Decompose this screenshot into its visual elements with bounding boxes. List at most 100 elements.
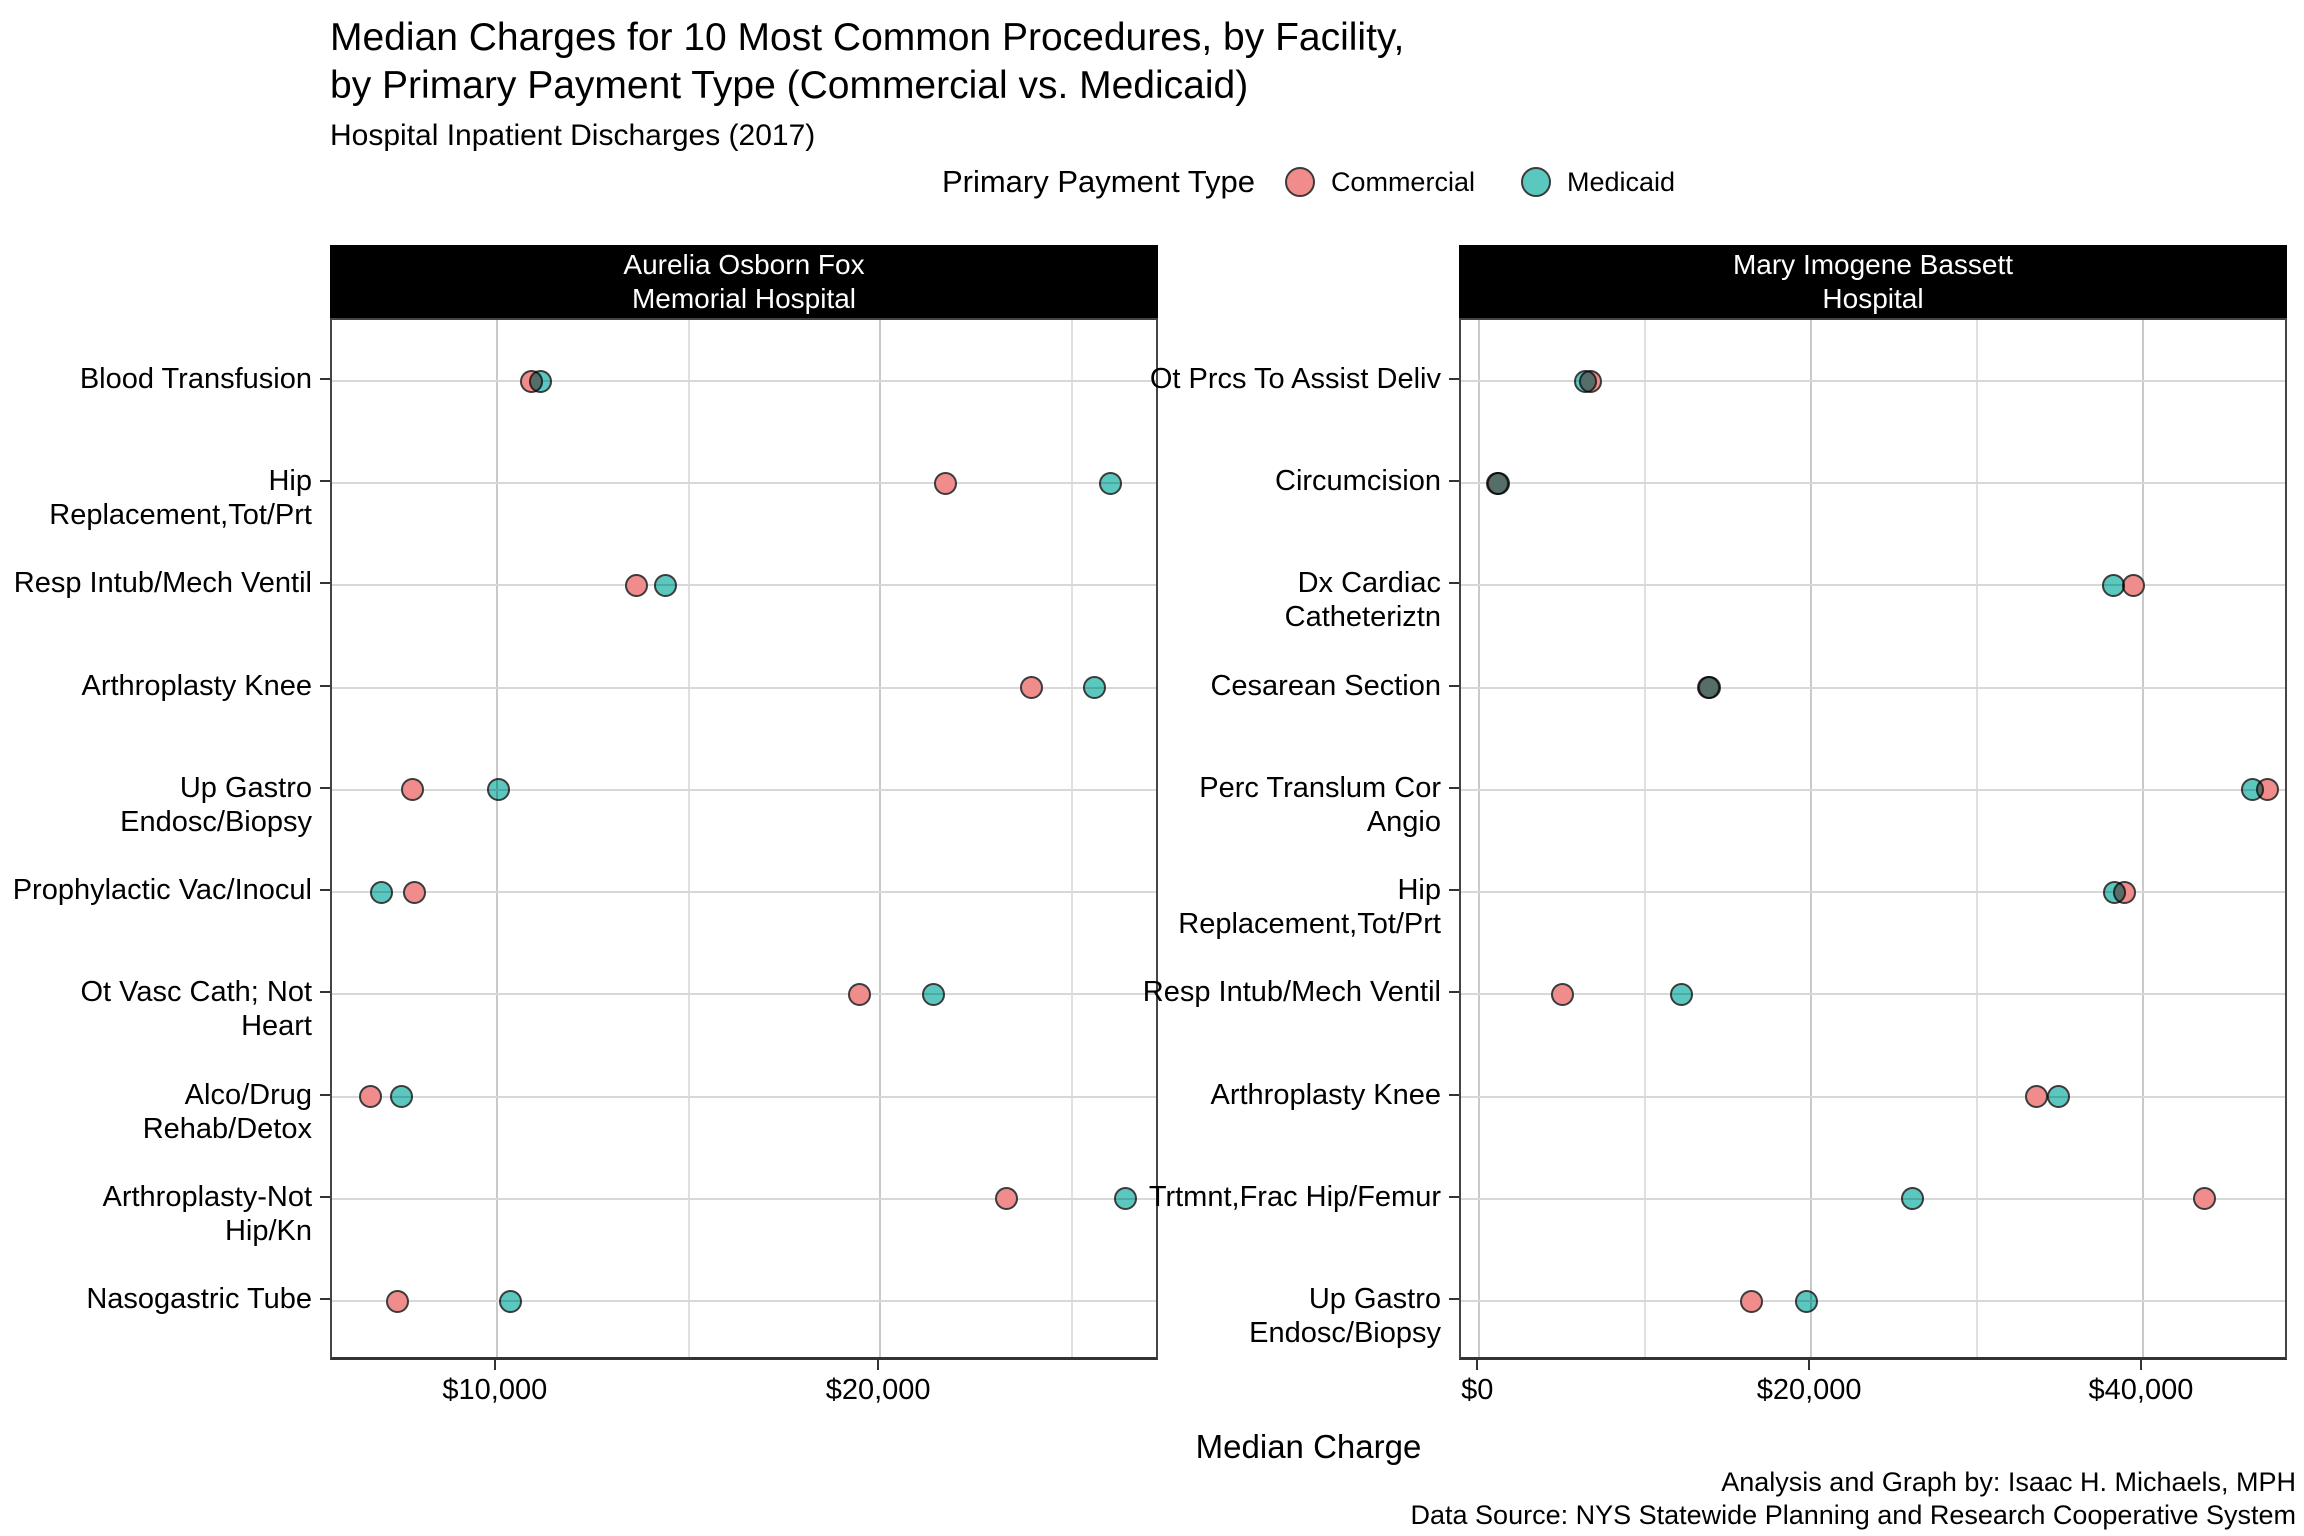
panel-plot <box>330 318 1158 1360</box>
commercial-legend-swatch-icon <box>1284 167 1315 197</box>
gridline-row <box>1461 1197 2285 1200</box>
gridline-x-major <box>1810 320 1813 1357</box>
facet-title-line1: Aurelia Osborn Fox <box>623 248 865 280</box>
legend-item-medicaid: Medicaid <box>1520 167 1675 198</box>
x-axis-tick <box>1808 1360 1811 1370</box>
gridline-row <box>332 584 1156 587</box>
chart-subtitle: Hospital Inpatient Discharges (2017) <box>330 119 816 152</box>
y-axis-tick <box>1449 786 1459 789</box>
y-axis-tick <box>320 991 330 994</box>
gridline-x-major <box>2141 320 2144 1357</box>
gridline-row <box>1461 993 2285 996</box>
y-axis-tick <box>1449 991 1459 994</box>
y-axis-label: Up Gastro Endosc/Biopsy <box>120 771 312 838</box>
gridline-row <box>332 1095 1156 1098</box>
gridline-x-major <box>879 320 882 1357</box>
gridline-x-major <box>1478 320 1481 1357</box>
gridline-row <box>1461 788 2285 791</box>
gridline-row <box>332 1197 1156 1200</box>
legend-items: Commercial Medicaid <box>1284 166 1675 198</box>
caption-line2: Data Source: NYS Statewide Planning and … <box>1410 1500 2296 1530</box>
x-axis-tick-label: $20,000 <box>1756 1374 1862 1406</box>
y-axis-tick <box>1449 1298 1459 1300</box>
y-axis-label: Nasogastric Tube <box>86 1283 312 1315</box>
x-axis-tick <box>877 1360 880 1370</box>
gridline-x-minor <box>1070 320 1073 1357</box>
y-axis-tick <box>1449 889 1459 892</box>
x-axis-tick-label: $20,000 <box>825 1374 931 1406</box>
x-axis-tick-label: $0 <box>1461 1374 1494 1406</box>
y-axis-tick <box>320 480 330 483</box>
dot-medicaid <box>1486 471 1510 495</box>
dot-commercial <box>625 573 649 597</box>
legend-item-commercial: Commercial <box>1284 166 1475 198</box>
y-axis-label: Cesarean Section <box>1210 669 1441 702</box>
y-axis-label: Up Gastro Endosc/Biopsy <box>1249 1283 1441 1349</box>
dot-medicaid <box>1698 676 1722 700</box>
y-axis-label: Arthroplasty Knee <box>1210 1078 1441 1111</box>
dot-medicaid <box>2240 778 2264 802</box>
facet-title-line2: Memorial Hospital <box>631 282 857 314</box>
facet-title-line2: Hospital <box>1822 282 1924 314</box>
y-axis-tick <box>1449 480 1459 483</box>
y-axis-tick <box>320 1195 330 1198</box>
dot-commercial <box>2192 1187 2216 1211</box>
dot-commercial <box>358 1085 382 1109</box>
dot-medicaid <box>1670 982 1694 1006</box>
dot-medicaid <box>370 880 394 904</box>
gridline-row <box>1461 584 2285 587</box>
y-axis-tick <box>320 889 330 892</box>
dot-medicaid <box>922 982 946 1006</box>
y-axis-tick <box>320 1093 330 1096</box>
facet-strip: Aurelia Osborn Fox Memorial Hospital <box>330 245 1158 318</box>
facet-title-line1: Mary Imogene Bassett <box>1732 248 2014 280</box>
y-axis-label: Trtmnt,Frac Hip/Femur <box>1148 1180 1441 1213</box>
y-axis-tick <box>320 378 330 380</box>
chart-title: Median Charges for 10 Most Common Proced… <box>330 14 1404 110</box>
dot-commercial <box>1020 676 1044 700</box>
gridline-row <box>332 788 1156 791</box>
facet-strip: Mary Imogene Bassett Hospital <box>1459 245 2287 318</box>
y-axis-label: Alco/Drug Rehab/Detox <box>142 1078 312 1145</box>
y-axis-tick <box>1449 378 1459 380</box>
dot-medicaid <box>1794 1289 1818 1313</box>
y-axis-tick <box>320 1298 330 1300</box>
legend-item-label: Commercial <box>1330 166 1475 197</box>
dot-medicaid <box>2103 880 2127 904</box>
chart-title-line2: by Primary Payment Type (Commercial vs. … <box>330 64 1249 107</box>
y-axis-label: Circumcision <box>1275 465 1441 498</box>
gridline-row <box>1461 1300 2285 1302</box>
gridline-row <box>332 686 1156 689</box>
y-axis-label: Prophylactic Vac/Inocul <box>12 874 312 907</box>
y-axis-label: Hip Replacement,Tot/Prt <box>1178 874 1441 941</box>
caption: Analysis and Graph by: Isaac H. Michaels… <box>1411 1466 2296 1532</box>
dot-medicaid <box>498 1289 522 1313</box>
dot-commercial <box>1550 982 1574 1006</box>
gridline-row <box>1461 891 2285 894</box>
y-axis-label: Arthroplasty-Not Hip/Kn <box>102 1180 312 1247</box>
dot-medicaid <box>1083 676 1107 700</box>
y-axis-label: Resp Intub/Mech Ventil <box>13 567 312 600</box>
dot-medicaid <box>1114 1187 1137 1211</box>
caption-line1: Analysis and Graph by: Isaac H. Michaels… <box>1721 1467 2296 1497</box>
panel-plot <box>1459 318 2287 1360</box>
dot-medicaid <box>2046 1085 2070 1109</box>
dot-medicaid <box>1573 369 1597 393</box>
y-axis-tick <box>1449 684 1459 687</box>
medicaid-legend-swatch-icon <box>1520 167 1551 197</box>
dot-medicaid <box>2101 573 2125 597</box>
gridline-row <box>332 380 1156 382</box>
dot-medicaid <box>1900 1187 1924 1211</box>
chart-title-line1: Median Charges for 10 Most Common Proced… <box>330 16 1405 59</box>
gridline-x-minor <box>1644 320 1647 1357</box>
dot-medicaid <box>529 369 553 393</box>
dot-medicaid <box>654 573 677 597</box>
dot-commercial <box>402 880 426 904</box>
y-axis-tick <box>320 786 330 789</box>
y-axis-tick <box>320 582 330 585</box>
y-axis-label: Hip Replacement,Tot/Prt <box>49 465 312 532</box>
dot-medicaid <box>487 778 511 802</box>
gridline-row <box>332 1300 1156 1302</box>
y-axis-label: Arthroplasty Knee <box>81 669 312 702</box>
x-axis-tick-label: $40,000 <box>2088 1374 2194 1406</box>
